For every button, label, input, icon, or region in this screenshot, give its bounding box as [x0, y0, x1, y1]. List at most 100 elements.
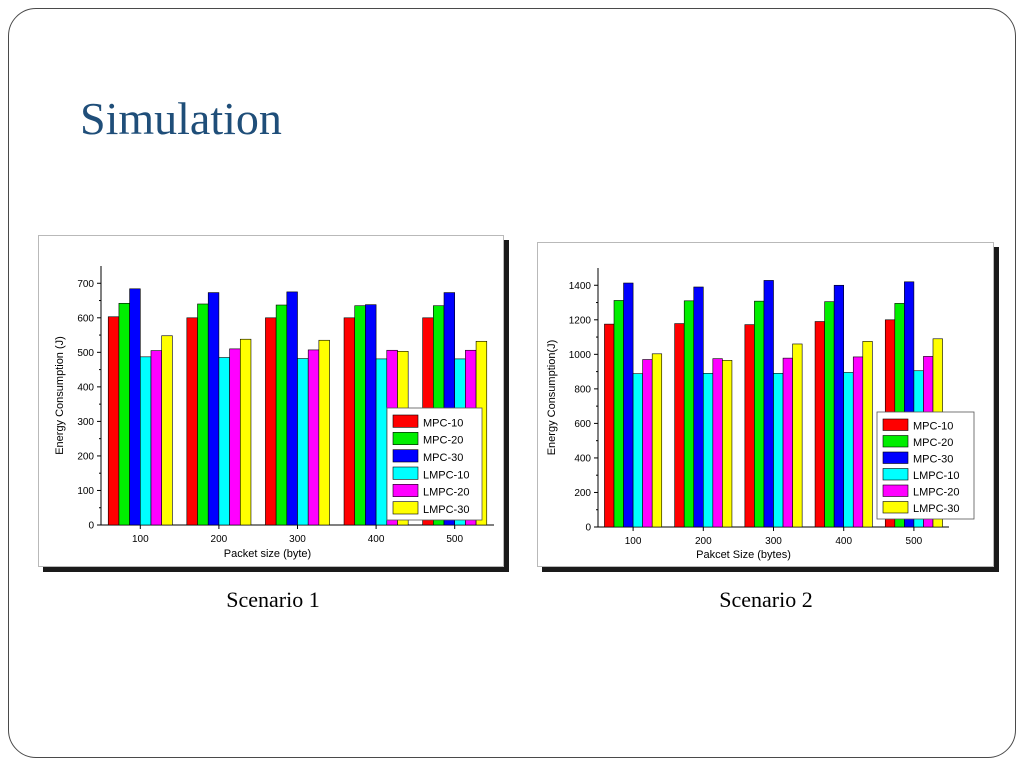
chart-scenario-1: 0 100 200 300 400 500 600 700 100 200 300 400 500 Pac…	[54, 266, 494, 560]
x-tick-label: 200	[211, 534, 228, 545]
y-tick-label: 300	[77, 417, 94, 428]
caption-scenario-1: Scenario 1	[226, 587, 320, 612]
bar-lmpc-30-300	[792, 343, 803, 528]
bar-lmpc-30-100	[651, 353, 663, 528]
y-tick-label: 200	[77, 451, 94, 462]
legend-swatch-mpc-20	[882, 435, 909, 448]
bar-mpc-30-100	[623, 282, 634, 528]
chart-panel-scenario-2: 0 200 400 600 800 1000 1200 1400 100 200 300 400 500…	[537, 242, 994, 567]
x-axis-label: Packet size (byte)	[224, 548, 311, 560]
bar-lmpc-30-100	[161, 335, 173, 526]
bar-lmpc-20-200	[229, 348, 241, 526]
y-tick-label: 400	[77, 382, 94, 393]
legend-swatch-lmpc-30	[392, 501, 419, 515]
bar-mpc-30-200	[207, 292, 220, 526]
x-tick-label: 200	[695, 536, 712, 547]
bar-mpc-10-100	[107, 316, 120, 526]
bar-lmpc-20-300	[782, 357, 793, 528]
bar-lmpc-10-400	[375, 358, 388, 526]
y-tick-label: 1000	[569, 350, 592, 361]
bar-mpc-10-200	[674, 323, 685, 528]
x-tick-label: 300	[289, 534, 306, 545]
x-tick-label: 500	[446, 534, 463, 545]
bar-mpc-20-300	[754, 300, 765, 528]
x-tick-label: 100	[132, 534, 149, 545]
legend-label-lmpc-10: LMPC-10	[423, 469, 469, 481]
legend-label-mpc-20: MPC-20	[423, 435, 463, 447]
caption-scenario-2: Scenario 2	[719, 587, 813, 612]
y-tick-label: 1200	[569, 315, 592, 326]
y-tick-label: 400	[574, 453, 591, 464]
legend-label-lmpc-20: LMPC-20	[423, 487, 469, 499]
y-tick-label: 0	[88, 521, 94, 532]
bar-lmpc-20-200	[712, 358, 723, 528]
x-tick-label: 400	[368, 534, 385, 545]
legend-label-mpc-30: MPC-30	[423, 452, 463, 464]
y-tick-label: 500	[77, 348, 94, 359]
bar-lmpc-10-100	[632, 373, 643, 528]
x-tick-label: 500	[906, 536, 923, 547]
bar-lmpc-10-300	[297, 358, 309, 526]
bar-lmpc-30-300	[318, 339, 330, 526]
bar-mpc-10-400	[814, 321, 825, 528]
x-tick-label: 400	[835, 536, 852, 547]
y-tick-label: 600	[574, 419, 591, 430]
bar-mpc-10-300	[265, 317, 277, 526]
legend-swatch-mpc-10	[882, 418, 909, 431]
y-tick-label: 100	[77, 486, 94, 497]
y-tick-label: 200	[574, 488, 591, 499]
bar-mpc-30-300	[286, 291, 298, 526]
legend-swatch-lmpc-30	[882, 501, 909, 514]
bar-mpc-30-400	[365, 304, 377, 526]
legend-swatch-mpc-30	[392, 449, 419, 463]
legend-label-mpc-30: MPC-30	[913, 454, 953, 466]
legend-label-mpc-10: MPC-10	[913, 421, 953, 433]
bar-lmpc-20-300	[307, 349, 320, 526]
bar-lmpc-20-100	[642, 359, 653, 528]
x-axis-label: Pakcet Size (bytes)	[696, 549, 791, 561]
bar-mpc-30-400	[833, 284, 845, 528]
x-tick-label: 100	[625, 536, 642, 547]
legend-label-lmpc-30: LMPC-30	[913, 503, 959, 515]
bar-mpc-30-200	[693, 286, 704, 528]
bar-mpc-10-100	[604, 323, 615, 528]
bar-mpc-20-100	[613, 300, 624, 528]
chart-scenario-2: 0 200 400 600 800 1000 1200 1400 100 200 300 400 500…	[546, 268, 975, 561]
legend-swatch-mpc-10	[392, 414, 419, 428]
legend-swatch-lmpc-10	[882, 468, 909, 481]
bar-mpc-20-200	[683, 300, 695, 528]
bar-mpc-20-300	[275, 304, 288, 526]
bar-lmpc-10-300	[773, 373, 784, 528]
legend-swatch-mpc-30	[882, 451, 909, 464]
legend-label-mpc-20: MPC-20	[913, 437, 953, 449]
bar-mpc-10-400	[343, 317, 356, 526]
bar-mpc-30-300	[763, 280, 774, 528]
legend-swatch-lmpc-20	[882, 484, 909, 497]
y-tick-label: 0	[585, 523, 591, 534]
legend-label-lmpc-10: LMPC-10	[913, 470, 959, 482]
y-axis-label: Energy Consumption (J)	[54, 336, 66, 455]
bar-mpc-10-300	[744, 324, 755, 528]
bar-mpc-20-400	[354, 305, 366, 526]
bar-mpc-20-100	[118, 302, 130, 526]
bar-lmpc-10-200	[218, 357, 230, 526]
bar-mpc-30-100	[129, 288, 141, 526]
y-tick-label: 800	[574, 384, 591, 395]
legend-swatch-lmpc-10	[392, 466, 419, 480]
y-tick-label: 600	[77, 313, 94, 324]
bar-lmpc-10-100	[140, 356, 152, 526]
chart-panel-scenario-1: 0 100 200 300 400 500 600 700 100 200 300 400 500 Pac…	[38, 235, 504, 567]
bar-lmpc-10-200	[703, 373, 714, 528]
x-tick-label: 300	[765, 536, 782, 547]
slide-title: Simulation	[80, 93, 282, 144]
y-tick-label: 1400	[569, 281, 592, 292]
legend-label-lmpc-30: LMPC-30	[423, 504, 469, 516]
bar-mpc-20-200	[197, 303, 209, 526]
y-tick-label: 700	[77, 279, 94, 290]
legend-label-lmpc-20: LMPC-20	[913, 487, 959, 499]
bar-lmpc-30-400	[862, 341, 873, 528]
legend-label-mpc-10: MPC-10	[423, 417, 463, 429]
bar-lmpc-30-200	[239, 338, 252, 526]
bar-mpc-10-200	[186, 317, 198, 526]
bar-lmpc-20-100	[150, 350, 162, 526]
